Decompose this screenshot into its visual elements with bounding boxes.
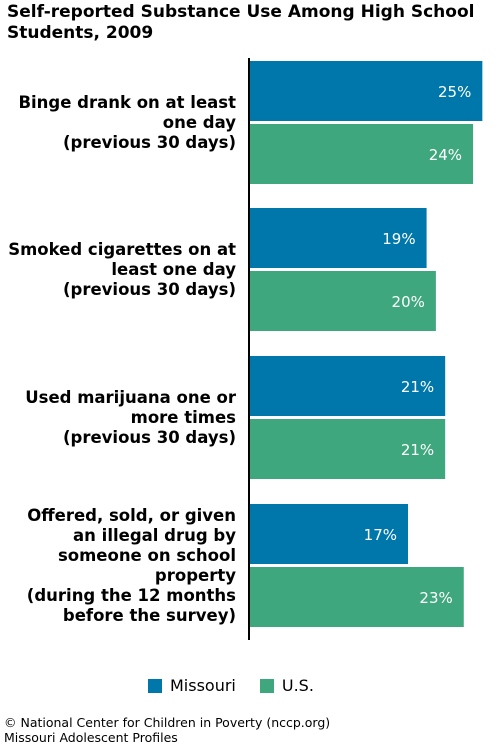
category-label-line: an illegal drug by [73, 525, 236, 545]
bar-missouri-1 [250, 208, 427, 268]
bar-value-label: 19% [382, 230, 415, 248]
footer-source: Missouri Adolescent Profiles [4, 730, 178, 745]
legend-label-us: U.S. [281, 676, 314, 695]
category-label-line: Offered, sold, or given [27, 505, 236, 525]
category-label-line: Binge drank on at least [18, 92, 236, 112]
category-label: Smoked cigarettes on at least one day (pre… [8, 240, 236, 300]
category-label: Binge drank on at least one day (previous … [18, 93, 236, 153]
bar-missouri-0 [250, 61, 483, 121]
legend-swatch-missouri [148, 678, 162, 693]
category-label-line: Smoked cigarettes on at [8, 239, 236, 259]
category-label-line: one day [162, 112, 236, 132]
footer: © National Center for Children in Povert… [4, 715, 330, 745]
bar-value-label: 23% [419, 589, 452, 607]
category-label-line: (previous 30 days) [62, 132, 236, 152]
category-label-line: property [154, 565, 236, 585]
legend-swatch-us [259, 678, 274, 693]
bar-missouri-3 [250, 504, 408, 564]
bar-us-1 [250, 271, 436, 331]
category-label-line: more times [130, 407, 236, 427]
chart-title: Self-reported Substance Use Among High S… [7, 2, 475, 43]
category-label-line: least one day [111, 259, 236, 279]
category-label-line: someone on school [57, 545, 236, 565]
bar-value-label: 24% [429, 146, 462, 164]
category-label-line: (previous 30 days) [62, 427, 236, 447]
footer-credit: © National Center for Children in Povert… [4, 715, 331, 730]
bar-value-label: 25% [438, 83, 471, 101]
category-label-line: (during the 12 months [26, 585, 236, 605]
bar-us-3 [250, 567, 464, 627]
legend: Missouri U.S. [148, 676, 338, 695]
category-label: Used marijuana one or more times (previous… [25, 388, 236, 448]
bar-value-label: 17% [364, 526, 397, 544]
category-label-line: Used marijuana one or [25, 387, 236, 407]
category-label-line: before the survey) [62, 605, 236, 625]
bar-us-0 [250, 124, 474, 184]
category-label-line: (previous 30 days) [62, 279, 236, 299]
category-label: Offered, sold, or given an illegal drug b… [27, 506, 236, 626]
bar-value-label: 20% [392, 293, 425, 311]
legend-item-missouri: Missouri [148, 676, 236, 695]
bar-value-label: 21% [401, 378, 434, 396]
bar-value-label: 21% [401, 441, 434, 459]
legend-item-us: U.S. [259, 676, 314, 695]
bar-us-2 [250, 419, 446, 479]
bar-missouri-2 [250, 356, 446, 416]
legend-label-missouri: Missouri [170, 676, 236, 695]
